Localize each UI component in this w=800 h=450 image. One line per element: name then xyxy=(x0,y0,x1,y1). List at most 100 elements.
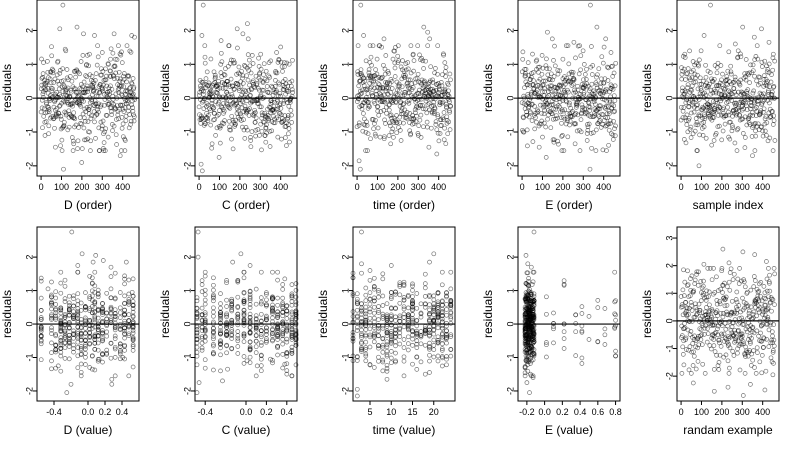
data-point xyxy=(130,364,136,370)
data-point xyxy=(591,99,597,105)
data-point xyxy=(376,308,381,313)
data-point xyxy=(289,333,295,339)
data-point xyxy=(270,305,275,311)
data-point xyxy=(409,81,415,86)
data-point xyxy=(244,358,250,364)
data-point xyxy=(581,90,587,95)
x-tick-label: 0 xyxy=(355,182,360,192)
x-axis-label: E (value) xyxy=(545,423,593,437)
data-point xyxy=(725,358,731,364)
data-point xyxy=(57,26,63,32)
data-point xyxy=(376,294,381,300)
data-point xyxy=(130,105,136,110)
data-point xyxy=(108,74,114,79)
x-tick-label: 400 xyxy=(755,182,770,192)
y-tick-label: 0 xyxy=(24,96,34,101)
data-point xyxy=(71,110,77,116)
data-point xyxy=(282,113,288,118)
data-point xyxy=(116,69,122,75)
data-point xyxy=(718,344,724,349)
data-point xyxy=(289,87,295,93)
data-point xyxy=(361,75,367,81)
data-point xyxy=(722,87,727,92)
data-point xyxy=(102,102,107,108)
y-axis-label: residuals xyxy=(316,290,330,338)
data-point xyxy=(78,347,84,353)
data-point xyxy=(229,136,234,142)
data-point xyxy=(547,77,553,83)
data-point xyxy=(81,79,87,85)
x-tick-label: 0.2 xyxy=(99,407,112,417)
data-point xyxy=(393,330,398,336)
data-point xyxy=(286,131,291,137)
data-point xyxy=(388,341,394,346)
data-point xyxy=(606,142,611,148)
data-point xyxy=(715,323,721,329)
y-tick-label: 1 xyxy=(182,62,192,67)
data-point xyxy=(685,82,691,88)
data-point xyxy=(108,295,114,301)
data-point xyxy=(232,124,237,129)
data-point xyxy=(58,269,64,275)
data-point xyxy=(66,337,72,343)
data-point xyxy=(40,95,46,100)
y-tick-label: 0 xyxy=(24,322,34,327)
data-point xyxy=(221,108,227,114)
data-point xyxy=(62,356,68,361)
data-point xyxy=(198,161,204,167)
data-point xyxy=(525,368,531,374)
data-point xyxy=(221,111,226,116)
data-point xyxy=(95,340,101,346)
data-point xyxy=(599,76,604,82)
data-point xyxy=(397,83,402,89)
data-point xyxy=(59,137,65,143)
data-point xyxy=(371,304,377,310)
data-point xyxy=(732,74,738,80)
data-point xyxy=(247,324,253,330)
data-point xyxy=(38,278,44,284)
data-point xyxy=(410,294,415,299)
data-point xyxy=(587,86,593,92)
data-point xyxy=(380,349,386,355)
data-point xyxy=(284,353,290,359)
data-point xyxy=(275,106,281,112)
data-point xyxy=(583,109,589,115)
data-point xyxy=(247,263,253,268)
plot-frame xyxy=(352,0,456,177)
data-point xyxy=(45,286,51,292)
data-point xyxy=(258,104,264,110)
data-point xyxy=(525,60,531,65)
data-point xyxy=(75,263,81,268)
data-point xyxy=(422,371,428,377)
data-point xyxy=(235,351,241,356)
data-point xyxy=(91,109,97,114)
data-point xyxy=(380,293,386,299)
data-point xyxy=(122,105,128,111)
data-point xyxy=(218,123,224,129)
data-point xyxy=(380,303,386,308)
data-point xyxy=(367,296,373,302)
data-point xyxy=(40,125,45,131)
data-point xyxy=(258,328,264,333)
data-point xyxy=(601,80,607,86)
data-point xyxy=(362,78,368,84)
data-point xyxy=(79,121,84,127)
y-tick-label: 2 xyxy=(182,255,192,260)
data-point xyxy=(432,96,438,102)
y-tick-label: 2 xyxy=(505,255,515,260)
data-point xyxy=(751,274,757,279)
data-point xyxy=(270,360,275,366)
data-point xyxy=(125,98,130,104)
data-point xyxy=(579,361,585,366)
data-point xyxy=(367,362,373,368)
data-point xyxy=(359,103,365,108)
data-point xyxy=(731,271,737,277)
y-axis-label: residuals xyxy=(316,64,330,112)
data-point xyxy=(371,78,377,84)
data-point xyxy=(401,295,407,300)
data-point xyxy=(704,80,709,86)
data-point xyxy=(53,302,59,307)
data-point xyxy=(69,229,75,235)
data-point xyxy=(275,345,280,351)
data-point xyxy=(130,309,136,315)
